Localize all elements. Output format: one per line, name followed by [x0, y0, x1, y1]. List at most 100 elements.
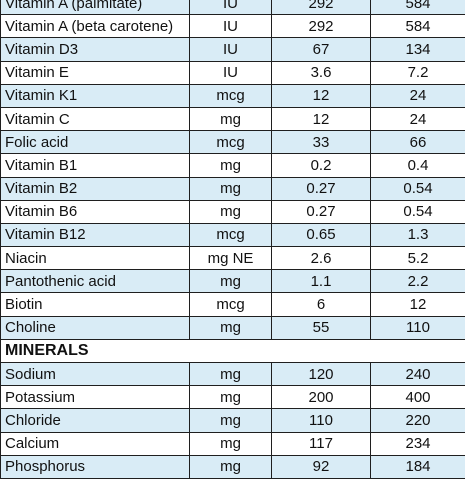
amount-col-1: 2.6: [272, 247, 371, 270]
nutrient-unit: mg: [190, 432, 272, 455]
amount-col-2: 66: [371, 131, 465, 154]
amount-col-2: 24: [371, 84, 465, 107]
amount-col-2: 2.2: [371, 270, 465, 293]
nutrient-unit: mcg: [190, 223, 272, 246]
nutrient-name: Biotin: [1, 293, 190, 316]
nutrient-name: Vitamin B12: [1, 223, 190, 246]
amount-col-2: 7.2: [371, 61, 465, 84]
nutrient-unit: mg: [190, 200, 272, 223]
amount-col-1: 1.1: [272, 270, 371, 293]
nutrient-unit: mg: [190, 177, 272, 200]
nutrient-name: Potassium: [1, 386, 190, 409]
amount-col-2: 0.54: [371, 177, 465, 200]
nutrient-name: Niacin: [1, 247, 190, 270]
section-title: MINERALS: [1, 339, 465, 362]
amount-col-2: 220: [371, 409, 465, 432]
amount-col-1: 292: [272, 15, 371, 38]
nutrient-unit: mcg: [190, 293, 272, 316]
section-row: MINERALS: [1, 339, 465, 362]
amount-col-1: 200: [272, 386, 371, 409]
nutrient-unit: IU: [190, 0, 272, 15]
nutrient-name: Chloride: [1, 409, 190, 432]
nutrient-name: Vitamin B1: [1, 154, 190, 177]
nutrient-name: Folic acid: [1, 131, 190, 154]
amount-col-1: 110: [272, 409, 371, 432]
amount-col-2: 134: [371, 38, 465, 61]
nutrient-name: Phosphorus: [1, 455, 190, 478]
nutrient-unit: mg: [190, 316, 272, 339]
amount-col-1: 6: [272, 293, 371, 316]
nutrient-unit: mcg: [190, 131, 272, 154]
amount-col-2: 400: [371, 386, 465, 409]
nutrient-unit: mg: [190, 386, 272, 409]
nutrient-unit: mg NE: [190, 247, 272, 270]
amount-col-2: 24: [371, 107, 465, 130]
amount-col-2: 12: [371, 293, 465, 316]
amount-col-2: 5.2: [371, 247, 465, 270]
amount-col-2: 110: [371, 316, 465, 339]
nutrient-name: Vitamin B2: [1, 177, 190, 200]
amount-col-1: 67: [272, 38, 371, 61]
nutrient-name: Pantothenic acid: [1, 270, 190, 293]
nutrient-name: Choline: [1, 316, 190, 339]
nutrient-name: Vitamin C: [1, 107, 190, 130]
amount-col-1: 0.2: [272, 154, 371, 177]
amount-col-1: 12: [272, 84, 371, 107]
nutrient-name: Vitamin A (palmitate): [1, 0, 190, 15]
amount-col-2: 184: [371, 455, 465, 478]
nutrient-unit: IU: [190, 15, 272, 38]
nutrient-name: Vitamin A (beta carotene): [1, 15, 190, 38]
amount-col-1: 0.27: [272, 200, 371, 223]
nutrient-unit: mg: [190, 107, 272, 130]
nutrient-unit: mcg: [190, 84, 272, 107]
amount-col-1: 12: [272, 107, 371, 130]
amount-col-2: 584: [371, 15, 465, 38]
nutrient-name: Vitamin B6: [1, 200, 190, 223]
amount-col-2: 240: [371, 363, 465, 386]
nutrient-unit: mg: [190, 154, 272, 177]
nutrient-unit: mg: [190, 270, 272, 293]
amount-col-1: 55: [272, 316, 371, 339]
amount-col-1: 0.27: [272, 177, 371, 200]
nutrient-unit: mg: [190, 455, 272, 478]
nutrient-unit: IU: [190, 38, 272, 61]
amount-col-1: 33: [272, 131, 371, 154]
amount-col-2: 584: [371, 0, 465, 15]
amount-col-1: 3.6: [272, 61, 371, 84]
nutrient-unit: mg: [190, 409, 272, 432]
nutrient-unit: mg: [190, 363, 272, 386]
amount-col-1: 92: [272, 455, 371, 478]
amount-col-1: 292: [272, 0, 371, 15]
amount-col-1: 0.65: [272, 223, 371, 246]
nutrient-name: Calcium: [1, 432, 190, 455]
amount-col-2: 0.4: [371, 154, 465, 177]
amount-col-2: 234: [371, 432, 465, 455]
amount-col-1: 120: [272, 363, 371, 386]
nutrient-name: Vitamin K1: [1, 84, 190, 107]
nutrient-name: Sodium: [1, 363, 190, 386]
nutrient-unit: IU: [190, 61, 272, 84]
